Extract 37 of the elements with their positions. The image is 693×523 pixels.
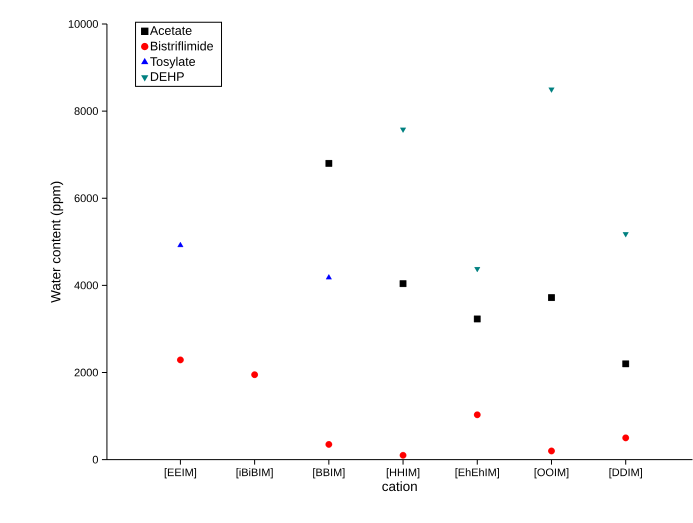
point [177,356,184,364]
point [622,434,630,442]
x-tick-label: [EEIM] [164,468,196,479]
point [474,316,481,323]
point [622,360,630,368]
point [325,441,332,448]
x-tick-label: [EhEhIM] [456,468,500,479]
legend-label: Acetate [150,26,192,36]
point [474,267,480,272]
x-tick-label: [OOIM] [534,468,568,479]
point [622,232,629,238]
point [400,280,406,288]
y-tick-label: 2000 [74,368,98,377]
y-tick-label: 4000 [74,282,98,290]
point [400,128,406,133]
x-tick-label: [BBIM] [313,468,344,479]
y-tick-label: 0 [92,456,98,464]
point [474,412,481,418]
point [548,88,554,93]
point [548,294,555,302]
point [548,448,555,455]
x-tick-label: [iBiBIM] [236,468,273,479]
x-tick-label: [HHIM] [386,468,420,479]
legend-label: Tosylate [150,56,196,69]
y-axis-title: Water content (ppm) [50,182,64,303]
point [177,242,184,248]
y-tick-label: 6000 [74,194,98,202]
point [325,160,332,167]
point [400,452,406,459]
x-axis-title: cation [382,481,417,492]
x-tick-label: [DDIM] [609,468,642,479]
point [251,371,258,378]
legend-label: Bistriflimide [150,41,213,51]
point [326,274,332,280]
y-tick-label: 8000 [74,107,98,116]
legend-label: DEHP [150,72,184,82]
y-tick-label: 10000 [68,20,98,28]
